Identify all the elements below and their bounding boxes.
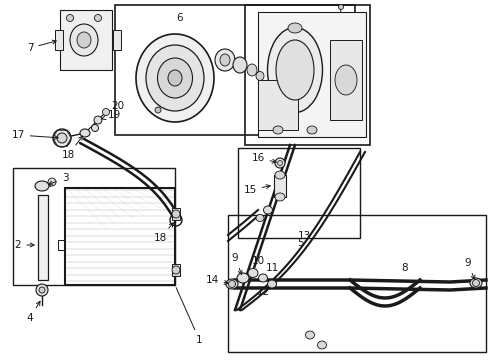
Text: 11: 11: [265, 263, 278, 273]
Text: 18: 18: [153, 223, 173, 243]
Ellipse shape: [48, 178, 56, 186]
Ellipse shape: [53, 129, 71, 147]
Ellipse shape: [334, 65, 356, 95]
Text: 8: 8: [401, 263, 407, 273]
Ellipse shape: [57, 133, 67, 143]
Text: 2: 2: [15, 240, 34, 250]
Ellipse shape: [136, 34, 214, 122]
Text: 20: 20: [111, 101, 124, 111]
Ellipse shape: [267, 280, 276, 288]
Ellipse shape: [246, 64, 257, 76]
Ellipse shape: [274, 158, 285, 168]
Bar: [227, 215, 485, 352]
Ellipse shape: [274, 193, 285, 201]
Bar: [273, 175, 285, 197]
Ellipse shape: [94, 116, 102, 124]
Bar: [329, 40, 361, 120]
Bar: [60, 10, 112, 70]
Bar: [238, 148, 359, 238]
Text: 16: 16: [251, 153, 276, 163]
Ellipse shape: [220, 54, 229, 66]
Bar: [55, 30, 63, 50]
Ellipse shape: [237, 273, 248, 283]
Ellipse shape: [94, 14, 102, 22]
Ellipse shape: [258, 274, 267, 282]
Ellipse shape: [155, 107, 161, 113]
Text: 15: 15: [243, 185, 270, 195]
Ellipse shape: [471, 279, 479, 287]
Text: 9: 9: [464, 258, 474, 279]
Ellipse shape: [256, 72, 264, 81]
Ellipse shape: [228, 280, 235, 288]
Ellipse shape: [172, 210, 180, 218]
Text: 3: 3: [48, 173, 68, 185]
Text: 9: 9: [231, 253, 242, 274]
Bar: [258, 12, 365, 137]
Ellipse shape: [91, 125, 98, 131]
Ellipse shape: [70, 24, 98, 56]
Ellipse shape: [157, 58, 192, 98]
Text: 1: 1: [176, 288, 202, 345]
Ellipse shape: [263, 206, 272, 214]
Ellipse shape: [168, 70, 182, 86]
Ellipse shape: [267, 27, 322, 113]
Text: 14: 14: [205, 275, 228, 285]
Bar: [113, 30, 121, 50]
Ellipse shape: [247, 269, 258, 278]
Ellipse shape: [77, 32, 91, 48]
Ellipse shape: [272, 126, 283, 134]
Ellipse shape: [172, 266, 180, 274]
Ellipse shape: [275, 40, 313, 100]
Ellipse shape: [277, 161, 282, 166]
Ellipse shape: [306, 126, 316, 134]
Ellipse shape: [338, 5, 343, 9]
Ellipse shape: [36, 284, 48, 296]
Bar: [13, 168, 175, 285]
Ellipse shape: [317, 341, 326, 349]
Text: 6: 6: [176, 13, 183, 23]
Bar: [115, 5, 354, 135]
Bar: [38, 195, 48, 280]
Text: 13: 13: [297, 231, 310, 241]
Ellipse shape: [102, 108, 109, 116]
Bar: [172, 208, 180, 220]
Ellipse shape: [225, 279, 238, 289]
Text: 18: 18: [61, 136, 82, 160]
Text: 7: 7: [27, 40, 56, 53]
Text: 4: 4: [27, 301, 40, 323]
Ellipse shape: [232, 57, 246, 73]
Ellipse shape: [215, 49, 235, 71]
Ellipse shape: [146, 45, 203, 111]
Ellipse shape: [35, 181, 49, 191]
Text: 5: 5: [296, 238, 303, 248]
Ellipse shape: [287, 23, 302, 33]
Ellipse shape: [274, 171, 285, 179]
Ellipse shape: [305, 331, 314, 339]
Ellipse shape: [39, 287, 45, 293]
Ellipse shape: [469, 278, 481, 288]
Text: 12: 12: [256, 287, 269, 297]
Ellipse shape: [256, 215, 264, 221]
Bar: [172, 264, 180, 276]
Text: 19: 19: [102, 110, 121, 120]
Bar: [258, 80, 297, 130]
Bar: [65, 188, 175, 285]
Ellipse shape: [66, 14, 73, 22]
Text: 17: 17: [11, 130, 58, 140]
Ellipse shape: [80, 129, 90, 137]
Bar: [244, 5, 369, 145]
Text: 10: 10: [251, 256, 264, 266]
